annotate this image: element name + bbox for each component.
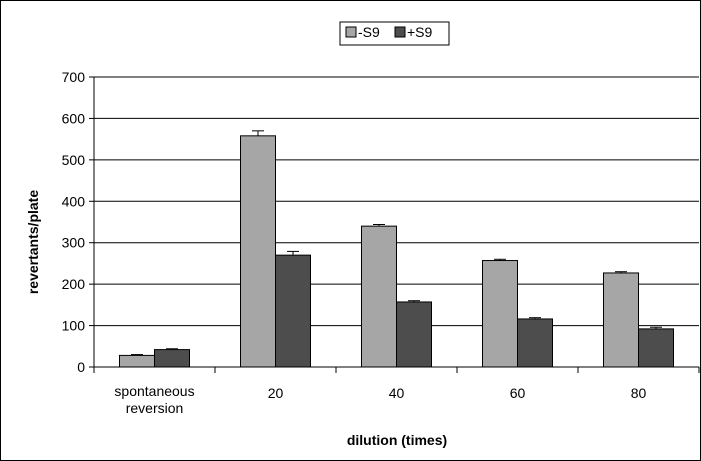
gridlines <box>94 76 699 327</box>
bar-plus-s9-4 <box>638 328 674 368</box>
y-axis-label: revertants/plate <box>25 190 41 294</box>
y-tick-label: 0 <box>77 359 85 375</box>
bar-minus-s9-3 <box>482 260 518 368</box>
x-tick-label: 40 <box>389 385 405 401</box>
bar-plus-s9-1 <box>275 254 311 368</box>
y-tick-label: 300 <box>62 235 86 251</box>
bar-plus-s9-0 <box>154 349 190 368</box>
x-tick-label: 60 <box>510 385 526 401</box>
bar-minus-s9-2 <box>361 225 397 368</box>
y-tick-label: 700 <box>62 69 86 85</box>
legend-label-plus-s9: +S9 <box>407 24 433 40</box>
legend: -S9 +S9 <box>339 21 450 46</box>
bar-plus-s9-2 <box>396 301 432 368</box>
x-tick-label: spontaneous reversion <box>114 383 194 416</box>
y-tick-label: 400 <box>62 193 86 209</box>
y-tick-label: 100 <box>62 318 86 334</box>
axes <box>89 76 700 373</box>
x-tick-labels: spontaneous reversion 20 40 60 80 <box>114 383 646 416</box>
x-axis-label: dilution (times) <box>347 432 447 448</box>
legend-swatch-minus-s9 <box>345 26 357 38</box>
bars <box>119 135 674 368</box>
legend-label-minus-s9: -S9 <box>358 24 380 40</box>
legend-swatch-plus-s9 <box>394 26 406 38</box>
bar-minus-s9-1 <box>240 135 276 368</box>
y-tick-label: 200 <box>62 276 86 292</box>
bar-minus-s9-4 <box>603 272 639 368</box>
y-tick-label: 500 <box>62 152 86 168</box>
x-tick-label: 80 <box>631 385 647 401</box>
x-tick-label: 20 <box>268 385 284 401</box>
error-bars <box>131 130 662 356</box>
y-tick-labels: 0 100 200 300 400 500 600 700 <box>62 69 86 375</box>
bar-minus-s9-0 <box>119 354 155 368</box>
y-tick-label: 600 <box>62 110 86 126</box>
bar-plus-s9-3 <box>517 318 553 368</box>
